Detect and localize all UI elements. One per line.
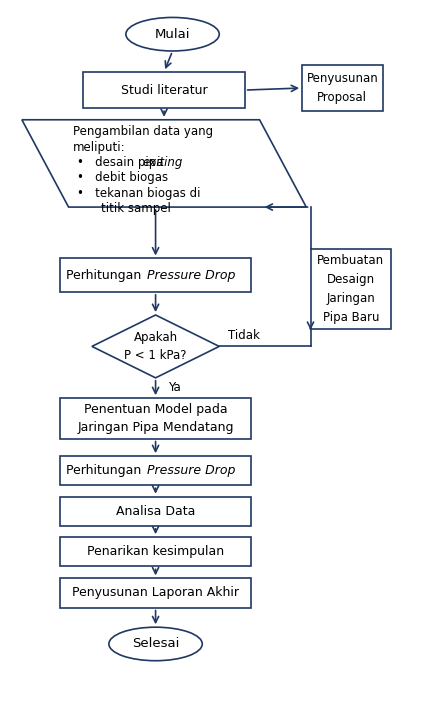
Text: meliputi:: meliputi: [73, 141, 126, 153]
Text: exiting: exiting [143, 156, 183, 169]
Polygon shape [92, 315, 219, 378]
Text: Tidak: Tidak [228, 329, 260, 342]
Ellipse shape [126, 18, 219, 51]
FancyBboxPatch shape [60, 456, 251, 485]
Text: Pressure Drop: Pressure Drop [147, 464, 236, 477]
Text: Jaringan Pipa Mendatang: Jaringan Pipa Mendatang [77, 421, 234, 434]
FancyBboxPatch shape [302, 65, 383, 111]
FancyBboxPatch shape [83, 72, 245, 108]
Text: Perhitungan: Perhitungan [66, 464, 145, 477]
FancyBboxPatch shape [60, 258, 251, 292]
Text: Pembuatan
Desaign
Jaringan
Pipa Baru: Pembuatan Desaign Jaringan Pipa Baru [317, 254, 384, 324]
Text: titik sampel: titik sampel [86, 202, 170, 215]
Text: Ya: Ya [168, 382, 181, 394]
FancyBboxPatch shape [60, 496, 251, 526]
Text: Studi literatur: Studi literatur [121, 84, 207, 96]
FancyBboxPatch shape [60, 398, 251, 439]
Text: •   debit biogas: • debit biogas [77, 171, 168, 184]
FancyBboxPatch shape [310, 249, 391, 329]
Text: Selesai: Selesai [132, 637, 179, 650]
Text: Pressure Drop: Pressure Drop [147, 269, 236, 282]
Text: Pengambilan data yang: Pengambilan data yang [73, 125, 213, 138]
Text: •   tekanan biogas di: • tekanan biogas di [77, 187, 200, 200]
Text: •   desain pipa: • desain pipa [77, 156, 167, 169]
Text: Penyusunan Laporan Akhir: Penyusunan Laporan Akhir [72, 586, 239, 600]
Text: Perhitungan: Perhitungan [66, 269, 145, 282]
Text: Penentuan Model pada: Penentuan Model pada [84, 403, 227, 416]
FancyBboxPatch shape [60, 578, 251, 608]
Text: Analisa Data: Analisa Data [116, 505, 195, 517]
Text: Apakah
P < 1 kPa?: Apakah P < 1 kPa? [124, 331, 187, 362]
Text: Penyusunan
Proposal: Penyusunan Proposal [307, 72, 378, 104]
FancyBboxPatch shape [60, 537, 251, 567]
Ellipse shape [109, 627, 202, 661]
Text: Mulai: Mulai [155, 27, 190, 41]
Polygon shape [22, 120, 306, 207]
Text: Penarikan kesimpulan: Penarikan kesimpulan [87, 546, 224, 558]
